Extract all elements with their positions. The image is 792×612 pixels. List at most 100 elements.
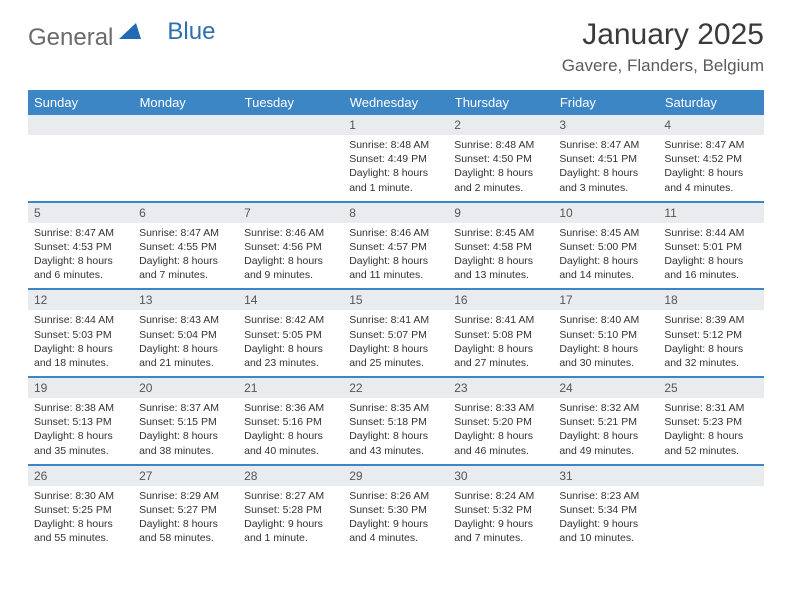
sunset-text: Sunset: 5:05 PM [244, 328, 337, 342]
day-detail: Sunrise: 8:30 AMSunset: 5:25 PMDaylight:… [28, 486, 133, 552]
day-number: 11 [658, 202, 763, 223]
day-detail: Sunrise: 8:48 AMSunset: 4:50 PMDaylight:… [448, 135, 553, 202]
weekday-header: Thursday [448, 90, 553, 115]
day-number: 31 [553, 465, 658, 486]
day-detail: Sunrise: 8:46 AMSunset: 4:56 PMDaylight:… [238, 223, 343, 290]
daylight-text: Daylight: 8 hours and 38 minutes. [139, 429, 232, 457]
sunrise-text: Sunrise: 8:46 AM [349, 226, 442, 240]
sunrise-text: Sunrise: 8:32 AM [559, 401, 652, 415]
day-number: 15 [343, 289, 448, 310]
sunrise-text: Sunrise: 8:36 AM [244, 401, 337, 415]
day-number: 17 [553, 289, 658, 310]
day-number: 6 [133, 202, 238, 223]
logo: General Blue [28, 24, 193, 52]
daylight-text: Daylight: 8 hours and 52 minutes. [664, 429, 757, 457]
weekday-header: Tuesday [238, 90, 343, 115]
logo-triangle-icon [119, 18, 141, 46]
daylight-text: Daylight: 8 hours and 46 minutes. [454, 429, 547, 457]
daylight-text: Daylight: 9 hours and 7 minutes. [454, 517, 547, 545]
weekday-header: Wednesday [343, 90, 448, 115]
day-number: 5 [28, 202, 133, 223]
day-number [28, 115, 133, 135]
sunset-text: Sunset: 5:07 PM [349, 328, 442, 342]
day-number-row: 12131415161718 [28, 289, 764, 310]
day-number: 27 [133, 465, 238, 486]
sunrise-text: Sunrise: 8:27 AM [244, 489, 337, 503]
daylight-text: Daylight: 9 hours and 1 minute. [244, 517, 337, 545]
sunrise-text: Sunrise: 8:38 AM [34, 401, 127, 415]
sunrise-text: Sunrise: 8:47 AM [664, 138, 757, 152]
daylight-text: Daylight: 8 hours and 40 minutes. [244, 429, 337, 457]
header: General Blue January 2025 Gavere, Flande… [28, 18, 764, 76]
daylight-text: Daylight: 8 hours and 27 minutes. [454, 342, 547, 370]
daylight-text: Daylight: 8 hours and 25 minutes. [349, 342, 442, 370]
day-detail: Sunrise: 8:44 AMSunset: 5:01 PMDaylight:… [658, 223, 763, 290]
daylight-text: Daylight: 8 hours and 11 minutes. [349, 254, 442, 282]
logo-text-blue: Blue [167, 18, 215, 46]
sunset-text: Sunset: 5:34 PM [559, 503, 652, 517]
day-number: 10 [553, 202, 658, 223]
sunrise-text: Sunrise: 8:42 AM [244, 313, 337, 327]
sunset-text: Sunset: 5:20 PM [454, 415, 547, 429]
page: General Blue January 2025 Gavere, Flande… [0, 0, 792, 612]
sunset-text: Sunset: 5:00 PM [559, 240, 652, 254]
daylight-text: Daylight: 8 hours and 18 minutes. [34, 342, 127, 370]
sunset-text: Sunset: 5:25 PM [34, 503, 127, 517]
sunrise-text: Sunrise: 8:30 AM [34, 489, 127, 503]
sunrise-text: Sunrise: 8:35 AM [349, 401, 442, 415]
day-detail-row: Sunrise: 8:30 AMSunset: 5:25 PM Daylight:… [28, 486, 764, 552]
day-detail: Sunrise: 8:23 AMSunset: 5:34 PMDaylight:… [553, 486, 658, 552]
day-detail: Sunrise: 8:31 AMSunset: 5:23 PMDaylight:… [658, 398, 763, 465]
day-detail: Sunrise: 8:29 AMSunset: 5:27 PMDaylight:… [133, 486, 238, 552]
daylight-text: Daylight: 8 hours and 4 minutes. [664, 166, 757, 194]
day-detail: Sunrise: 8:42 AMSunset: 5:05 PMDaylight:… [238, 310, 343, 377]
sunrise-text: Sunrise: 8:40 AM [559, 313, 652, 327]
day-number [658, 465, 763, 486]
daylight-text: Daylight: 8 hours and 2 minutes. [454, 166, 547, 194]
sunrise-text: Sunrise: 8:45 AM [454, 226, 547, 240]
day-detail: Sunrise: 8:45 AMSunset: 4:58 PMDaylight:… [448, 223, 553, 290]
day-number: 30 [448, 465, 553, 486]
daylight-text: Daylight: 9 hours and 4 minutes. [349, 517, 442, 545]
logo-text-general: General [28, 24, 113, 52]
day-number: 25 [658, 377, 763, 398]
weekday-header: Monday [133, 90, 238, 115]
sunrise-text: Sunrise: 8:44 AM [664, 226, 757, 240]
day-detail: Sunrise: 8:27 AMSunset: 5:28 PMDaylight:… [238, 486, 343, 552]
day-detail: Sunrise: 8:47 AMSunset: 4:55 PMDaylight:… [133, 223, 238, 290]
day-number-row: 567891011 [28, 202, 764, 223]
day-detail: Sunrise: 8:40 AMSunset: 5:10 PMDaylight:… [553, 310, 658, 377]
sunset-text: Sunset: 5:28 PM [244, 503, 337, 517]
day-number: 2 [448, 115, 553, 135]
daylight-text: Daylight: 8 hours and 14 minutes. [559, 254, 652, 282]
day-detail: Sunrise: 8:47 AMSunset: 4:53 PMDaylight:… [28, 223, 133, 290]
day-detail: Sunrise: 8:26 AMSunset: 5:30 PMDaylight:… [343, 486, 448, 552]
daylight-text: Daylight: 8 hours and 9 minutes. [244, 254, 337, 282]
daylight-text: Daylight: 8 hours and 58 minutes. [139, 517, 232, 545]
day-number: 19 [28, 377, 133, 398]
sunset-text: Sunset: 4:56 PM [244, 240, 337, 254]
sunset-text: Sunset: 5:08 PM [454, 328, 547, 342]
sunset-text: Sunset: 5:10 PM [559, 328, 652, 342]
day-number: 12 [28, 289, 133, 310]
sunset-text: Sunset: 4:53 PM [34, 240, 127, 254]
day-number: 21 [238, 377, 343, 398]
sunset-text: Sunset: 5:18 PM [349, 415, 442, 429]
sunrise-text: Sunrise: 8:47 AM [34, 226, 127, 240]
day-detail: Sunrise: 8:37 AMSunset: 5:15 PMDaylight:… [133, 398, 238, 465]
sunrise-text: Sunrise: 8:44 AM [34, 313, 127, 327]
daylight-text: Daylight: 8 hours and 49 minutes. [559, 429, 652, 457]
sunrise-text: Sunrise: 8:23 AM [559, 489, 652, 503]
day-detail: Sunrise: 8:36 AMSunset: 5:16 PMDaylight:… [238, 398, 343, 465]
daylight-text: Daylight: 8 hours and 21 minutes. [139, 342, 232, 370]
sunrise-text: Sunrise: 8:43 AM [139, 313, 232, 327]
day-number [133, 115, 238, 135]
sunrise-text: Sunrise: 8:48 AM [349, 138, 442, 152]
day-detail: Sunrise: 8:24 AMSunset: 5:32 PMDaylight:… [448, 486, 553, 552]
day-detail: Sunrise: 8:47 AMSunset: 4:51 PMDaylight:… [553, 135, 658, 202]
daylight-text: Daylight: 8 hours and 16 minutes. [664, 254, 757, 282]
day-detail-row: Sunrise: 8:48 AMSunset: 4:49 PMDaylight:… [28, 135, 764, 202]
sunrise-text: Sunrise: 8:26 AM [349, 489, 442, 503]
day-detail: Sunrise: 8:33 AMSunset: 5:20 PMDaylight:… [448, 398, 553, 465]
day-number: 24 [553, 377, 658, 398]
